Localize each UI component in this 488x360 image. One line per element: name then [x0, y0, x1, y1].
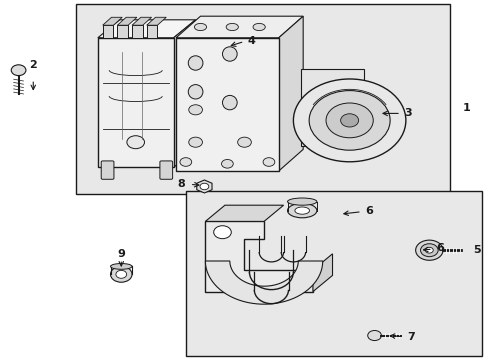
Circle shape	[420, 244, 437, 257]
Circle shape	[293, 79, 405, 162]
Ellipse shape	[222, 47, 237, 61]
Ellipse shape	[287, 198, 316, 205]
Circle shape	[415, 240, 442, 260]
Ellipse shape	[222, 95, 237, 110]
Text: 6: 6	[365, 206, 372, 216]
Ellipse shape	[253, 23, 265, 31]
Bar	[132, 25, 142, 38]
FancyBboxPatch shape	[101, 161, 114, 179]
Polygon shape	[205, 221, 312, 292]
Circle shape	[188, 105, 202, 115]
Circle shape	[237, 137, 251, 147]
Circle shape	[200, 183, 208, 190]
Ellipse shape	[110, 264, 132, 269]
Bar	[117, 25, 128, 38]
Bar	[146, 25, 157, 38]
Circle shape	[221, 159, 233, 168]
Circle shape	[367, 330, 381, 341]
Text: 3: 3	[404, 108, 411, 118]
Text: 6: 6	[435, 243, 443, 253]
Circle shape	[11, 65, 26, 76]
Text: 7: 7	[406, 332, 414, 342]
Text: 1: 1	[462, 103, 470, 113]
Ellipse shape	[225, 23, 238, 31]
Polygon shape	[173, 20, 195, 167]
FancyBboxPatch shape	[160, 161, 172, 179]
Circle shape	[213, 226, 231, 239]
Circle shape	[263, 158, 274, 166]
Bar	[176, 38, 278, 171]
Ellipse shape	[287, 203, 316, 218]
Polygon shape	[132, 17, 151, 25]
Bar	[76, 4, 449, 194]
Text: 8: 8	[177, 179, 184, 189]
Polygon shape	[312, 254, 332, 292]
Circle shape	[110, 266, 132, 282]
Circle shape	[325, 103, 372, 138]
Circle shape	[308, 91, 389, 150]
Text: 5: 5	[472, 245, 480, 255]
Text: 9: 9	[117, 249, 125, 259]
Polygon shape	[102, 17, 122, 25]
Circle shape	[425, 247, 432, 253]
Bar	[185, 191, 481, 356]
Bar	[102, 25, 113, 38]
Ellipse shape	[188, 85, 203, 99]
Bar	[300, 68, 364, 146]
Circle shape	[180, 158, 191, 166]
Text: 4: 4	[247, 36, 255, 46]
Ellipse shape	[194, 23, 206, 31]
Polygon shape	[98, 20, 195, 38]
Circle shape	[116, 270, 126, 278]
Ellipse shape	[188, 56, 203, 70]
Polygon shape	[176, 16, 303, 38]
Text: 2: 2	[29, 60, 37, 70]
Polygon shape	[117, 17, 137, 25]
Polygon shape	[205, 261, 322, 304]
Circle shape	[188, 137, 202, 147]
Circle shape	[127, 136, 144, 149]
Polygon shape	[278, 16, 303, 171]
Polygon shape	[146, 17, 166, 25]
Ellipse shape	[294, 207, 309, 214]
Bar	[98, 38, 173, 167]
Circle shape	[340, 114, 358, 127]
Polygon shape	[205, 205, 283, 221]
